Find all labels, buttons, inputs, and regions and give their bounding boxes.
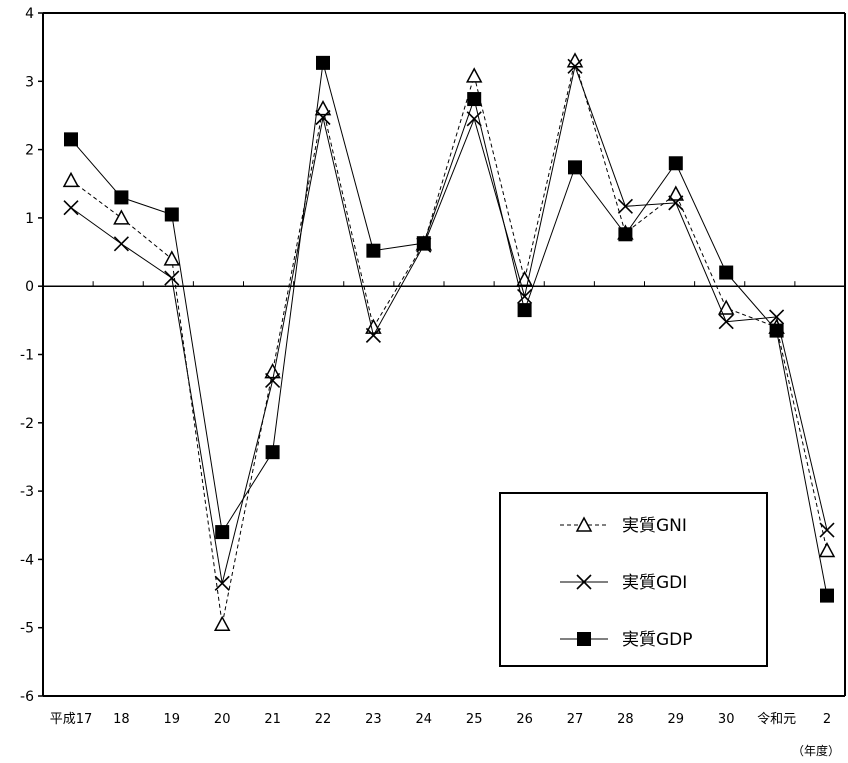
data-point-open-triangle	[465, 67, 483, 83]
x-tick-label: 25	[466, 712, 483, 727]
legend-marker-open-triangle	[575, 516, 593, 532]
y-tick-label: 3	[25, 74, 34, 90]
series-3	[64, 55, 834, 603]
data-point-filled-square	[568, 160, 582, 175]
data-point-filled-square	[366, 243, 381, 258]
legend-marker-filled-square	[577, 632, 591, 646]
legend-box	[499, 492, 768, 667]
x-tick-label: 19	[164, 712, 181, 727]
data-point-cross	[718, 314, 734, 330]
x-tick-label: 18	[113, 712, 130, 727]
y-tick-label: -6	[20, 689, 34, 705]
x-tick-label: 27	[567, 712, 584, 727]
data-point-cross	[819, 522, 835, 538]
legend-label: 実質GDP	[622, 630, 693, 650]
x-tick-label: 30	[718, 712, 735, 727]
data-point-open-triangle	[264, 362, 281, 379]
data-point-open-triangle	[213, 615, 231, 632]
legend-marker-cross	[576, 574, 592, 590]
x-tick-label: 令和元	[757, 712, 796, 727]
data-point-open-triangle	[62, 171, 80, 188]
y-tick-label: 0	[25, 279, 34, 295]
data-point-filled-square	[517, 303, 532, 318]
data-point-cross	[567, 58, 583, 74]
data-point-filled-square	[164, 207, 179, 222]
legend-label: 実質GNI	[622, 516, 687, 536]
legend-label: 実質GDI	[622, 573, 687, 593]
legend-item: 実質GDP	[560, 630, 693, 650]
data-point-cross	[617, 198, 633, 214]
data-point-open-triangle	[113, 209, 130, 225]
legend-item: 実質GNI	[560, 516, 687, 536]
legend-item: 実質GDI	[560, 573, 687, 593]
x-tick-label: 26	[516, 712, 533, 727]
data-point-open-triangle	[818, 541, 836, 558]
data-point-filled-square	[114, 190, 129, 205]
series-1	[62, 52, 836, 632]
x-tick-label: 平成17	[50, 712, 93, 727]
data-point-cross	[63, 200, 79, 216]
y-tick-label: -5	[20, 621, 34, 637]
data-point-filled-square	[618, 227, 633, 242]
data-point-filled-square	[820, 588, 834, 603]
x-tick-label: 22	[315, 712, 332, 727]
y-tick-label: -1	[20, 348, 34, 364]
data-point-filled-square	[719, 265, 734, 280]
data-point-cross	[164, 270, 180, 286]
x-tick-label: 24	[416, 712, 433, 727]
data-point-filled-square	[416, 236, 431, 251]
data-point-cross	[668, 195, 684, 211]
data-point-open-triangle	[667, 185, 685, 201]
legend: 実質GNI 実質GDI 実質GDP	[499, 492, 768, 667]
x-tick-label: 29	[668, 712, 685, 727]
series-line	[70, 58, 828, 625]
data-point-filled-square	[316, 55, 330, 70]
data-point-open-triangle	[314, 100, 332, 116]
y-tick-label: -2	[20, 416, 34, 432]
x-tick-label: 20	[214, 712, 231, 727]
data-point-cross	[265, 372, 281, 389]
data-point-cross	[113, 236, 129, 252]
series-line	[70, 62, 828, 596]
y-tick-label: 2	[25, 143, 34, 159]
data-point-filled-square	[467, 92, 482, 107]
x-tick-label: 23	[365, 712, 382, 727]
x-tick-label: 21	[264, 712, 281, 727]
y-tick-label: 4	[25, 6, 34, 22]
data-point-cross	[315, 109, 331, 126]
data-point-cross	[769, 309, 785, 325]
data-point-open-triangle	[163, 250, 181, 266]
data-point-filled-square	[769, 323, 784, 338]
x-tick-label: 28	[617, 712, 634, 727]
data-point-cross	[466, 111, 482, 127]
data-point-open-triangle	[717, 299, 735, 315]
data-point-filled-square	[265, 445, 280, 460]
series-line	[70, 64, 828, 584]
data-point-cross	[365, 327, 381, 343]
data-point-filled-square	[668, 156, 683, 171]
data-point-filled-square	[64, 132, 78, 147]
y-tick-label: -4	[20, 552, 34, 568]
x-tick-label: 2	[823, 712, 831, 727]
y-tick-label: 1	[25, 211, 34, 227]
data-point-cross	[214, 575, 230, 591]
series-layer	[62, 52, 836, 632]
data-point-filled-square	[215, 525, 230, 540]
y-tick-label: -3	[20, 484, 34, 500]
x-unit-label: （年度）	[792, 743, 840, 758]
